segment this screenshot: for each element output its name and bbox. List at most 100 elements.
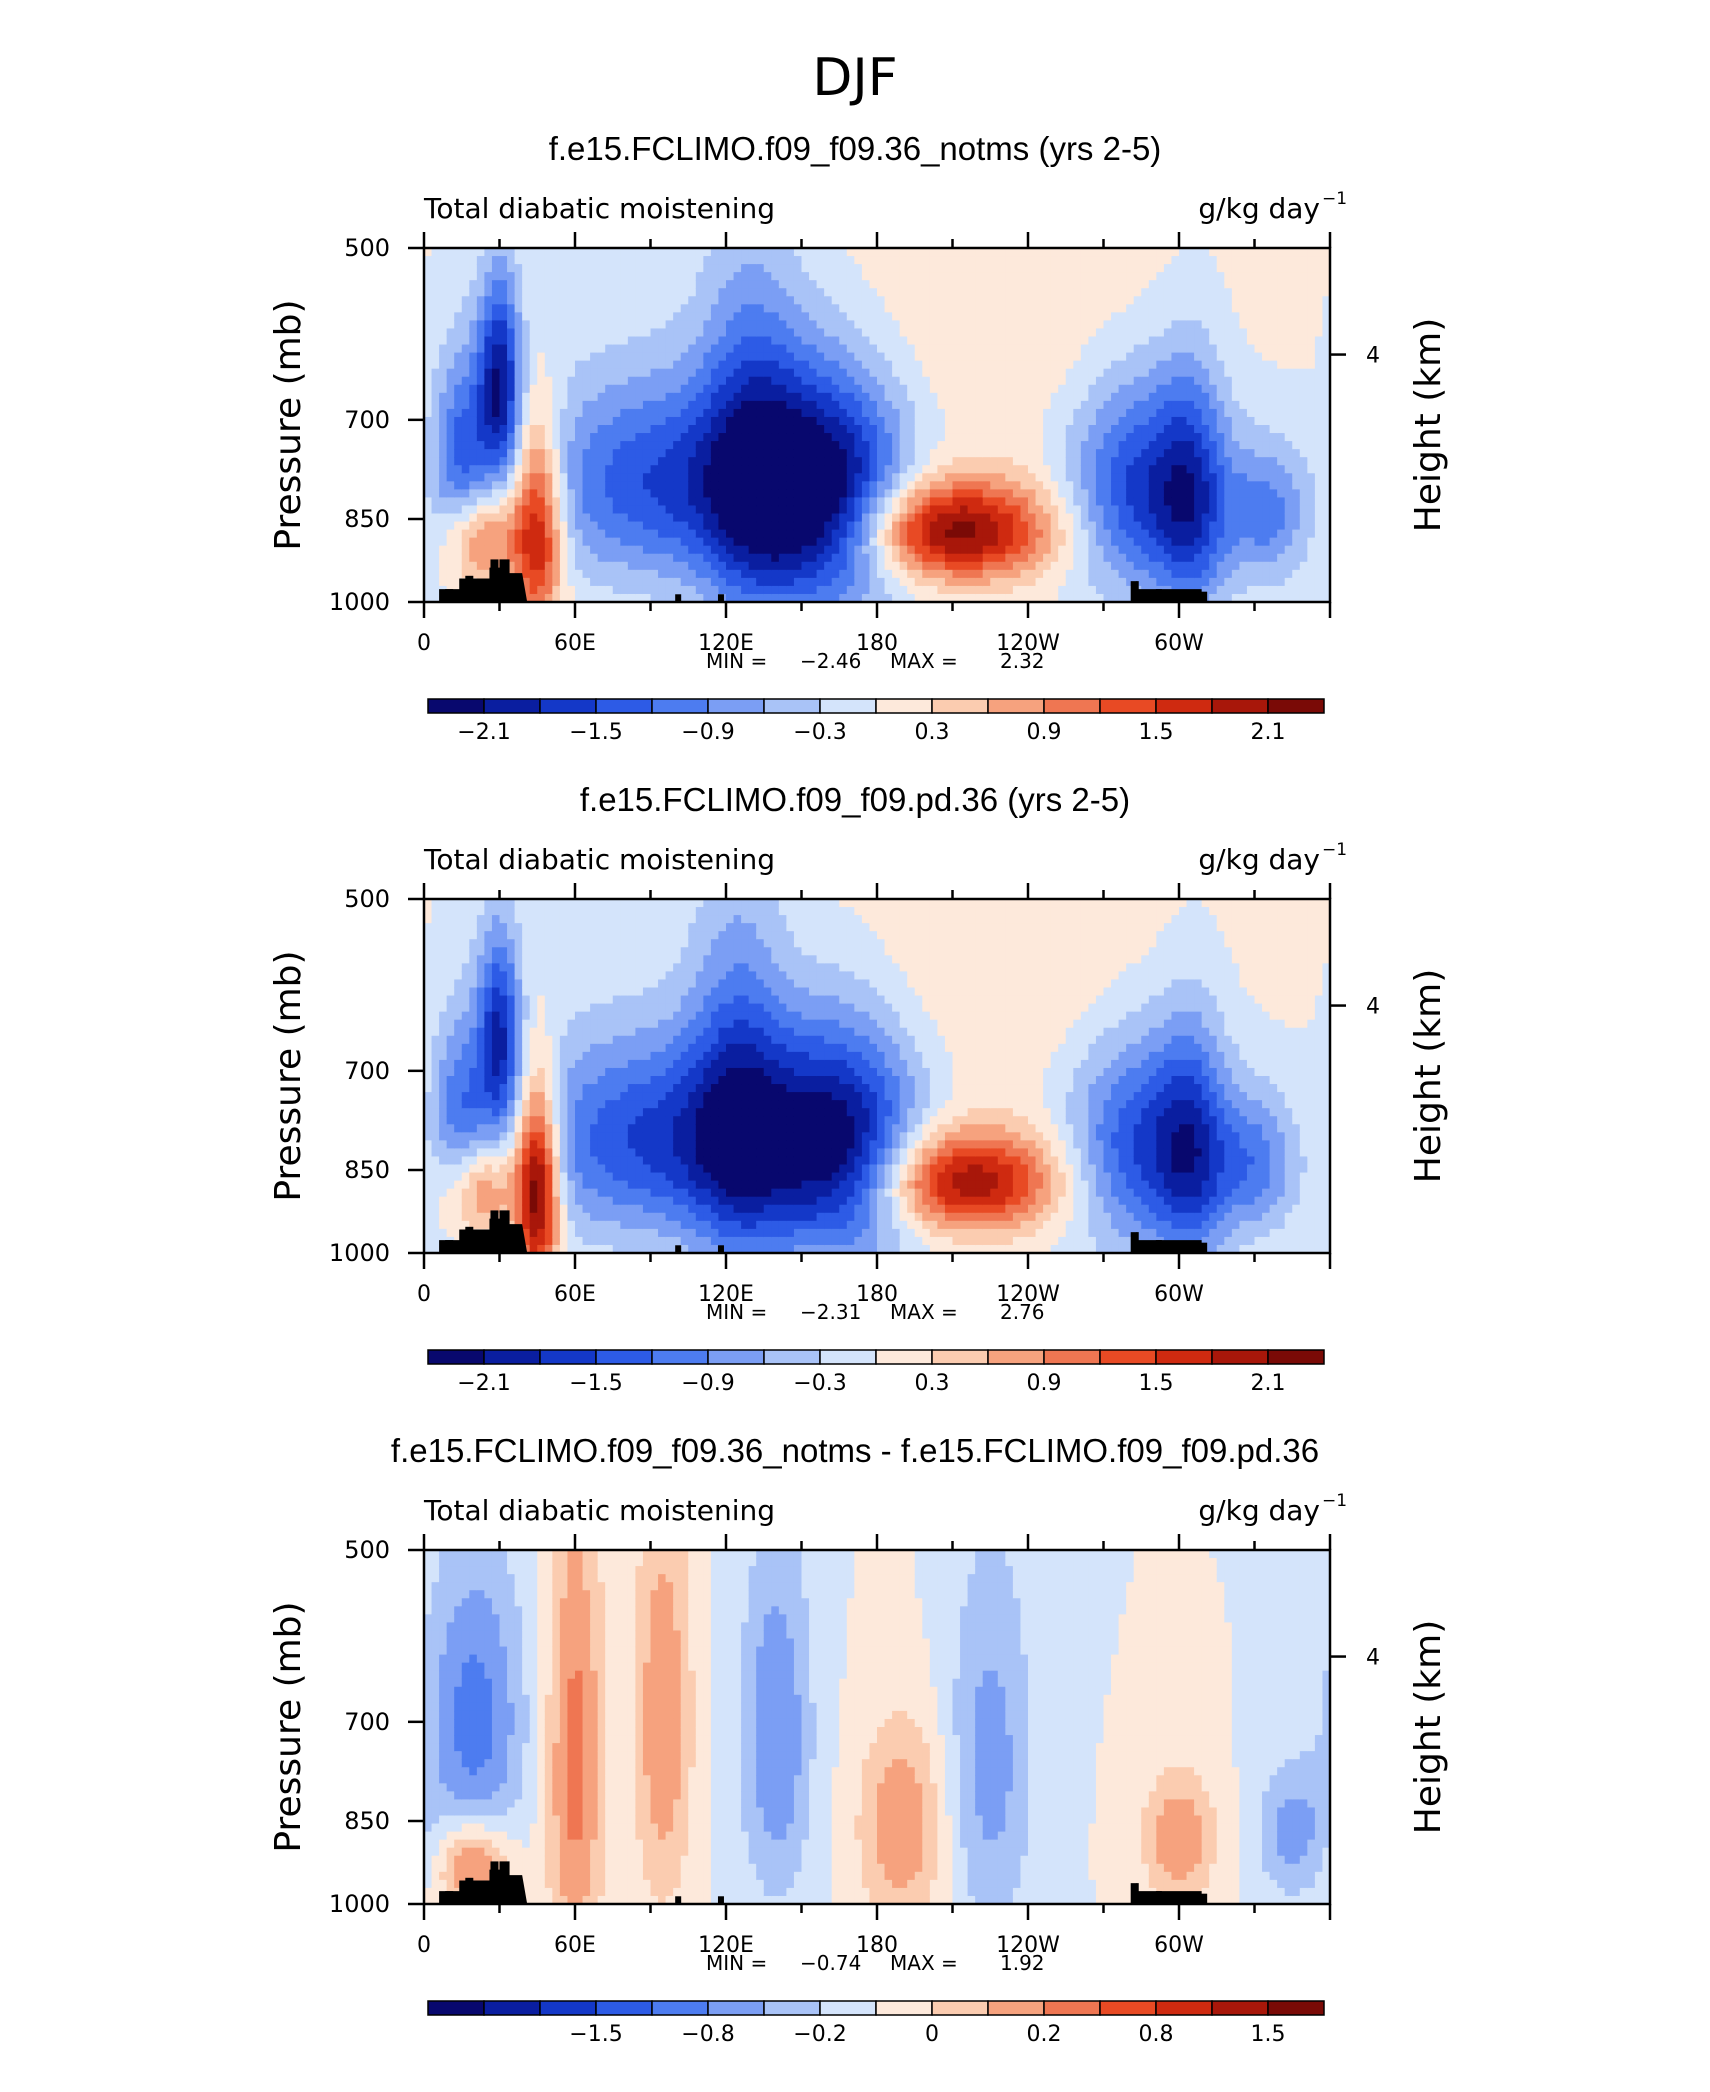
field-cell [1065,320,1074,330]
field-cell [1028,368,1037,378]
field-cell [1239,312,1248,322]
field-cell [892,416,901,426]
field-cell [1209,449,1218,458]
field-cell [1194,304,1203,313]
field-cell [590,465,599,474]
field-cell [718,569,727,579]
field-cell [695,320,704,330]
field-cell [688,425,697,434]
field-cell [710,505,720,515]
field-cell [1141,425,1150,434]
field-cell [1058,545,1067,555]
field-cell [1118,304,1127,313]
field-cell [907,280,916,289]
field-cell [771,585,780,595]
field-cell [1201,312,1210,322]
field-cell [1179,328,1188,338]
field-cell [665,433,674,442]
field-cell [710,392,720,402]
field-cell [612,344,621,354]
field-cell [1231,248,1240,257]
field-cell [944,505,954,515]
field-cell [793,280,803,289]
field-cell [559,585,569,595]
field-cell [975,400,984,410]
field-cell [544,561,553,571]
field-cell [1224,344,1233,354]
field-cell [733,425,742,434]
field-cell [680,256,689,265]
field-cell [529,376,538,386]
field-cell [1005,352,1014,362]
field-cell [929,376,938,386]
field-cell [771,529,780,539]
field-cell [944,272,954,281]
field-cell [892,296,901,305]
field-cell [997,465,1006,474]
field-cell [907,529,916,539]
field-cell [982,416,991,426]
field-cell [1239,545,1248,555]
field-cell [642,465,652,474]
field-cell [703,449,712,458]
field-cell [703,400,712,410]
field-cell [1088,256,1097,265]
field-cell [718,465,727,474]
field-cell [673,425,682,434]
field-cell [741,384,750,394]
field-cell [1058,481,1067,490]
field-cell [612,264,621,273]
field-cell [771,457,780,466]
field-cell [763,425,772,434]
field-cell [726,384,735,394]
field-cell [552,433,561,442]
field-cell [877,408,886,418]
field-cell [1163,529,1173,539]
field-cell [688,280,697,289]
field-cell [1171,577,1180,587]
field-cell [1141,336,1150,346]
field-cell [582,280,591,289]
field-cell [605,248,614,257]
field-cell [1080,328,1089,338]
field-cell [914,248,923,257]
field-cell [718,320,727,330]
field-cell [431,593,440,603]
field-cell [831,569,840,579]
field-cell [1065,368,1074,378]
field-cell [1103,400,1112,410]
field-cell [537,368,546,378]
field-cell [1246,336,1256,346]
field-cell [1088,481,1097,490]
field-cell [537,521,546,531]
field-cell [809,473,818,482]
field-cell [748,433,757,442]
field-cell [1254,561,1263,571]
field-cell [1080,384,1089,394]
field-cell [892,272,901,281]
field-cell [567,537,576,547]
field-cell [424,368,433,378]
field-cell [1269,593,1278,603]
field-cell [748,368,757,378]
field-cell [1216,368,1225,378]
field-cell [990,408,999,418]
field-cell [446,296,455,305]
field-cell [537,360,546,370]
field-cell [522,368,531,378]
field-cell [627,376,636,386]
field-cell [446,513,455,523]
field-cell [424,425,433,434]
field-cell [861,441,871,450]
field-cell [431,336,440,346]
field-cell [831,441,840,450]
field-cell [1020,433,1029,442]
field-cell [1179,360,1188,370]
field-cell [514,376,523,386]
field-cell [1035,256,1044,265]
field-cell [642,513,652,523]
field-cell [861,264,871,273]
field-cell [884,569,893,579]
field-cell [816,392,825,402]
field-cell [1118,569,1127,579]
